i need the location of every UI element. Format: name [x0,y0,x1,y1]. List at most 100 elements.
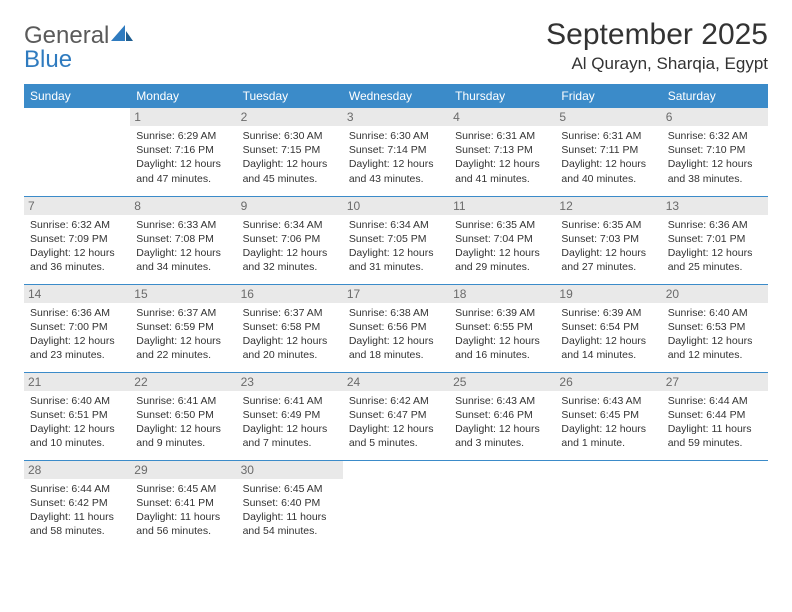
day-info: Sunrise: 6:32 AMSunset: 7:10 PMDaylight:… [668,129,762,186]
day-info: Sunrise: 6:41 AMSunset: 6:50 PMDaylight:… [136,394,230,451]
day-info: Sunrise: 6:40 AMSunset: 6:51 PMDaylight:… [30,394,124,451]
day-info: Sunrise: 6:32 AMSunset: 7:09 PMDaylight:… [30,218,124,275]
day-number: 11 [449,197,555,215]
calendar-cell: 14 Sunrise: 6:36 AMSunset: 7:00 PMDayligh… [24,284,130,372]
calendar-cell [449,460,555,548]
day-number: 30 [237,461,343,479]
day-info: Sunrise: 6:42 AMSunset: 6:47 PMDaylight:… [349,394,443,451]
day-number: 21 [24,373,130,391]
day-number: 8 [130,197,236,215]
day-info: Sunrise: 6:36 AMSunset: 7:00 PMDaylight:… [30,306,124,363]
weekday-header: Sunday [24,84,130,108]
day-info: Sunrise: 6:38 AMSunset: 6:56 PMDaylight:… [349,306,443,363]
calendar-row: 21 Sunrise: 6:40 AMSunset: 6:51 PMDayligh… [24,372,768,460]
day-number: 16 [237,285,343,303]
day-info: Sunrise: 6:30 AMSunset: 7:15 PMDaylight:… [243,129,337,186]
day-info: Sunrise: 6:31 AMSunset: 7:11 PMDaylight:… [561,129,655,186]
day-number: 24 [343,373,449,391]
day-number: 22 [130,373,236,391]
day-number: 26 [555,373,661,391]
day-number: 2 [237,108,343,126]
calendar-cell [662,460,768,548]
day-info: Sunrise: 6:33 AMSunset: 7:08 PMDaylight:… [136,218,230,275]
day-number: 7 [24,197,130,215]
calendar-cell [555,460,661,548]
day-info: Sunrise: 6:41 AMSunset: 6:49 PMDaylight:… [243,394,337,451]
day-info: Sunrise: 6:34 AMSunset: 7:06 PMDaylight:… [243,218,337,275]
day-info: Sunrise: 6:44 AMSunset: 6:42 PMDaylight:… [30,482,124,539]
day-info: Sunrise: 6:39 AMSunset: 6:55 PMDaylight:… [455,306,549,363]
weekday-header: Friday [555,84,661,108]
calendar-cell: 12 Sunrise: 6:35 AMSunset: 7:03 PMDayligh… [555,196,661,284]
calendar-cell: 17 Sunrise: 6:38 AMSunset: 6:56 PMDayligh… [343,284,449,372]
day-info: Sunrise: 6:36 AMSunset: 7:01 PMDaylight:… [668,218,762,275]
calendar-cell: 28 Sunrise: 6:44 AMSunset: 6:42 PMDayligh… [24,460,130,548]
weekday-header: Thursday [449,84,555,108]
title-block: September 2025 Al Qurayn, Sharqia, Egypt [546,18,768,74]
day-number: 9 [237,197,343,215]
calendar-cell: 3 Sunrise: 6:30 AMSunset: 7:14 PMDaylight… [343,108,449,196]
calendar-cell: 21 Sunrise: 6:40 AMSunset: 6:51 PMDayligh… [24,372,130,460]
calendar-body: 1Sunrise: 6:29 AMSunset: 7:16 PMDaylight… [24,108,768,548]
day-info: Sunrise: 6:44 AMSunset: 6:44 PMDaylight:… [668,394,762,451]
calendar-cell [24,108,130,196]
calendar-row: 7 Sunrise: 6:32 AMSunset: 7:09 PMDaylight… [24,196,768,284]
calendar-cell: 6 Sunrise: 6:32 AMSunset: 7:10 PMDaylight… [662,108,768,196]
calendar-cell: 10 Sunrise: 6:34 AMSunset: 7:05 PMDayligh… [343,196,449,284]
header: General Blue September 2025 Al Qurayn, S… [24,18,768,74]
calendar-cell: 19Sunrise: 6:39 AMSunset: 6:54 PMDayligh… [555,284,661,372]
day-info: Sunrise: 6:43 AMSunset: 6:46 PMDaylight:… [455,394,549,451]
day-info: Sunrise: 6:31 AMSunset: 7:13 PMDaylight:… [455,129,549,186]
calendar-cell: 8 Sunrise: 6:33 AMSunset: 7:08 PMDaylight… [130,196,236,284]
day-info: Sunrise: 6:34 AMSunset: 7:05 PMDaylight:… [349,218,443,275]
calendar-cell: 4 Sunrise: 6:31 AMSunset: 7:13 PMDaylight… [449,108,555,196]
day-number: 28 [24,461,130,479]
weekday-header: Wednesday [343,84,449,108]
calendar-cell: 11Sunrise: 6:35 AMSunset: 7:04 PMDayligh… [449,196,555,284]
day-info: Sunrise: 6:29 AMSunset: 7:16 PMDaylight:… [136,129,230,186]
calendar-cell: 22 Sunrise: 6:41 AMSunset: 6:50 PMDayligh… [130,372,236,460]
day-number: 5 [555,108,661,126]
calendar-cell: 30 Sunrise: 6:45 AMSunset: 6:40 PMDayligh… [237,460,343,548]
day-info: Sunrise: 6:37 AMSunset: 6:59 PMDaylight:… [136,306,230,363]
day-number: 3 [343,108,449,126]
calendar-row: 14 Sunrise: 6:36 AMSunset: 7:00 PMDayligh… [24,284,768,372]
page-title: September 2025 [546,18,768,52]
day-number: 17 [343,285,449,303]
day-number: 20 [662,285,768,303]
calendar-cell: 16 Sunrise: 6:37 AMSunset: 6:58 PMDayligh… [237,284,343,372]
day-number: 12 [555,197,661,215]
calendar-cell: 13 Sunrise: 6:36 AMSunset: 7:01 PMDayligh… [662,196,768,284]
day-info: Sunrise: 6:40 AMSunset: 6:53 PMDaylight:… [668,306,762,363]
day-info: Sunrise: 6:37 AMSunset: 6:58 PMDaylight:… [243,306,337,363]
calendar-cell: 23Sunrise: 6:41 AMSunset: 6:49 PMDayligh… [237,372,343,460]
calendar-cell: 25 Sunrise: 6:43 AMSunset: 6:46 PMDayligh… [449,372,555,460]
calendar-cell: 20 Sunrise: 6:40 AMSunset: 6:53 PMDayligh… [662,284,768,372]
calendar-cell: 26 Sunrise: 6:43 AMSunset: 6:45 PMDayligh… [555,372,661,460]
calendar-head: SundayMondayTuesdayWednesdayThursdayFrid… [24,84,768,108]
calendar-table: SundayMondayTuesdayWednesdayThursdayFrid… [24,84,768,548]
logo-text-1: General [24,22,109,49]
day-number: 13 [662,197,768,215]
day-number: 4 [449,108,555,126]
calendar-cell: 18Sunrise: 6:39 AMSunset: 6:55 PMDayligh… [449,284,555,372]
day-number: 6 [662,108,768,126]
day-number: 15 [130,285,236,303]
weekday-header: Saturday [662,84,768,108]
day-info: Sunrise: 6:45 AMSunset: 6:41 PMDaylight:… [136,482,230,539]
day-number: 27 [662,373,768,391]
day-number: 10 [343,197,449,215]
day-number: 29 [130,461,236,479]
day-info: Sunrise: 6:30 AMSunset: 7:14 PMDaylight:… [349,129,443,186]
day-info: Sunrise: 6:45 AMSunset: 6:40 PMDaylight:… [243,482,337,539]
calendar-cell: 15 Sunrise: 6:37 AMSunset: 6:59 PMDayligh… [130,284,236,372]
calendar-row: 28 Sunrise: 6:44 AMSunset: 6:42 PMDayligh… [24,460,768,548]
day-info: Sunrise: 6:35 AMSunset: 7:03 PMDaylight:… [561,218,655,275]
location-text: Al Qurayn, Sharqia, Egypt [546,54,768,74]
day-number: 14 [24,285,130,303]
calendar-cell: 29 Sunrise: 6:45 AMSunset: 6:41 PMDayligh… [130,460,236,548]
day-number: 25 [449,373,555,391]
day-info: Sunrise: 6:43 AMSunset: 6:45 PMDaylight:… [561,394,655,451]
logo-text-2: Blue [24,46,72,73]
calendar-cell: 2 Sunrise: 6:30 AMSunset: 7:15 PMDaylight… [237,108,343,196]
